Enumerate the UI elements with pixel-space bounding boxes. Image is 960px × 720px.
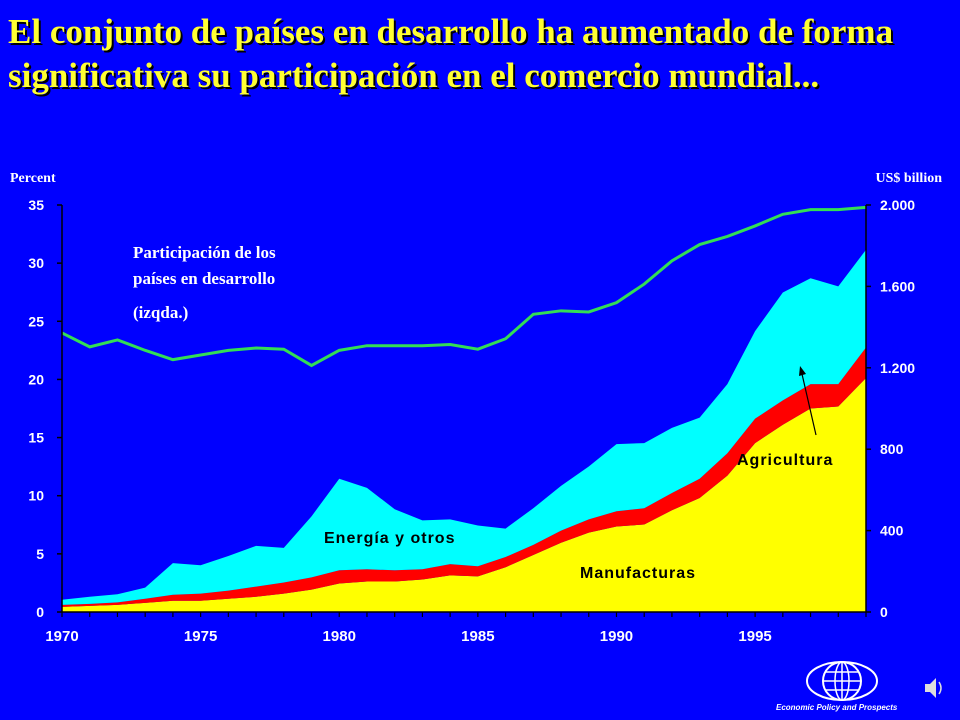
manufacturas-label: Manufacturas (580, 565, 696, 582)
x-tick-label: 1990 (600, 628, 633, 645)
y-right-tick-label: 1.200 (880, 360, 915, 376)
y-right-tick-label: 2.000 (880, 197, 915, 213)
share-line-group (61, 205, 867, 368)
slide-title: El conjunto de países en desarrollo ha a… (8, 12, 894, 95)
y-right-tick-label: 1.600 (880, 278, 915, 294)
y-left-tick-label: 25 (28, 313, 44, 329)
speaker-icon[interactable] (925, 678, 942, 698)
share-annotation-line2: países en desarrollo (133, 269, 275, 288)
energia-label: Energía y otros (324, 530, 455, 547)
y-right-tick-label: 800 (880, 441, 904, 457)
agricultura-pointer (801, 373, 817, 436)
x-tick-label: 1970 (45, 628, 78, 645)
y-left-tick-label: 5 (36, 546, 44, 562)
x-tick-label: 1995 (738, 628, 771, 645)
brand-text: Economic Policy and Prospects (776, 703, 898, 712)
y-left-tick-label: 20 (28, 371, 44, 387)
y-left-tick-label: 0 (36, 604, 44, 620)
x-tick-label: 1985 (461, 628, 494, 645)
y-left-tick-label: 15 (28, 430, 44, 446)
agricultura-pointer-head (799, 366, 806, 376)
stacked-areas (62, 249, 866, 612)
y-left-axis-label: Percent (10, 171, 56, 186)
tick-labels: 0 5 10 15 20 25 30 35 0 400 800 1.200 1.600 2.000 1970… (28, 197, 915, 645)
x-tick-label: 1980 (323, 628, 356, 645)
y-left-tick-label: 30 (28, 255, 44, 271)
y-left-tick-label: 35 (28, 197, 44, 213)
y-left-tick-label: 10 (28, 488, 44, 504)
y-right-axis-label: US$ billion (875, 171, 942, 186)
y-right-tick-label: 400 (880, 523, 904, 539)
agricultura-label: Agricultura (737, 452, 833, 469)
y-right-tick-label: 0 (880, 604, 888, 620)
manufacturas-area (62, 377, 866, 612)
energia-area (62, 249, 866, 605)
chart-axes (57, 204, 871, 617)
agricultura-area (62, 347, 866, 607)
share-annotation-line3: (izqda.) (133, 303, 188, 322)
share-annotation-line1: Participación de los (133, 243, 276, 262)
x-tick-label: 1975 (184, 628, 217, 645)
globe-logo-icon (806, 661, 878, 701)
share-line (61, 205, 867, 368)
